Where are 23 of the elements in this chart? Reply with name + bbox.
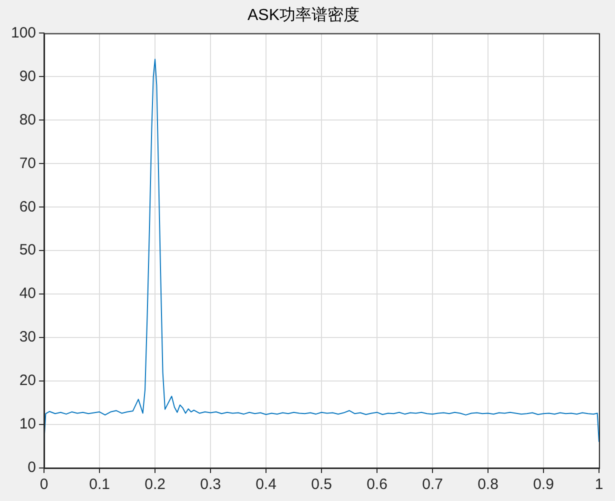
x-tick-label: 0.4	[256, 476, 276, 494]
y-tick-label: 10	[19, 416, 36, 433]
y-tick-label: 30	[19, 328, 36, 346]
x-tick-label: 0.8	[478, 476, 498, 494]
x-tick-label: 0.5	[311, 476, 332, 494]
y-tick-label: 90	[19, 68, 36, 85]
y-tick-label: 70	[19, 154, 36, 172]
y-tick-label: 100	[10, 24, 36, 42]
x-tick-label: 0.9	[533, 476, 554, 494]
x-tick-label: 0	[40, 476, 48, 494]
y-tick-label: 50	[19, 242, 36, 259]
chart-title: ASK功率谱密度	[247, 6, 360, 24]
x-tick-label: 0.1	[89, 476, 110, 494]
y-tick-label: 80	[19, 111, 36, 128]
x-tick-label: 1	[594, 476, 604, 494]
x-tick-label: 0.3	[200, 476, 221, 494]
y-tick-label: 60	[19, 198, 36, 216]
y-tick-label: 20	[19, 372, 36, 390]
y-tick-label: 0	[28, 459, 36, 476]
x-tick-label: 0.7	[422, 476, 443, 494]
x-tick-label: 0.6	[366, 476, 388, 494]
x-tick-label: 0.2	[144, 476, 166, 494]
y-tick-label: 40	[19, 285, 36, 302]
